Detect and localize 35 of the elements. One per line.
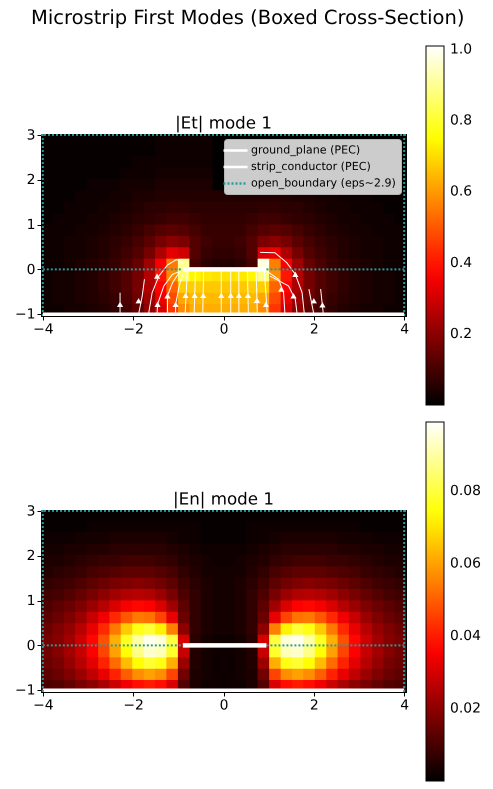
y-tick-label: 2	[26, 172, 36, 188]
x-tick-label: −4	[33, 322, 54, 338]
x-tick-label: 4	[400, 698, 410, 714]
color-bar-label: 0.6	[450, 184, 472, 200]
color-bar-label: 0.8	[450, 112, 472, 129]
x-tick-label: −2	[123, 322, 144, 338]
y-tick-label: 2	[26, 548, 36, 564]
y-tick-label: 0	[26, 262, 36, 278]
chart-title: |En| mode 1	[173, 488, 274, 508]
color-bar-label: 0.2	[450, 326, 472, 342]
x-tick-label: 4	[400, 322, 410, 338]
legend-label: open_boundary (eps~2.9)	[251, 176, 396, 190]
chart-subtitle: |Et| mode 1	[175, 112, 272, 132]
color-bar-label: 1.0	[450, 42, 472, 58]
y-tick-label: 1	[26, 217, 36, 234]
y-tick-label: −1	[15, 682, 36, 699]
y-tick-label: 3	[26, 503, 36, 520]
y-tick-label: 0	[26, 638, 36, 654]
legend-label: ground_plane (PEC)	[251, 144, 360, 156]
y-tick-label: 3	[26, 127, 36, 144]
color-bar-label: 0.4	[450, 254, 472, 271]
y-tick-label: −1	[15, 306, 36, 323]
color-bar-label: 0.06	[450, 555, 481, 572]
x-tick-label: 2	[310, 698, 319, 714]
x-tick-label: −2	[123, 698, 144, 714]
x-tick-label: −4	[33, 698, 54, 714]
color-bar-label: 0.04	[450, 628, 482, 644]
color-bar-label: 0.02	[450, 700, 481, 716]
x-tick-label: 0	[220, 698, 228, 714]
chart-title: Microstrip First Modes (Boxed Cross-Section)	[31, 6, 464, 29]
y-tick-label: 1	[26, 593, 36, 610]
color-bar-label: 0.08	[450, 482, 481, 499]
x-tick-label: 0	[220, 322, 228, 338]
x-tick-label: 2	[310, 322, 319, 338]
legend-label: strip_conductor (PEC)	[251, 160, 371, 173]
